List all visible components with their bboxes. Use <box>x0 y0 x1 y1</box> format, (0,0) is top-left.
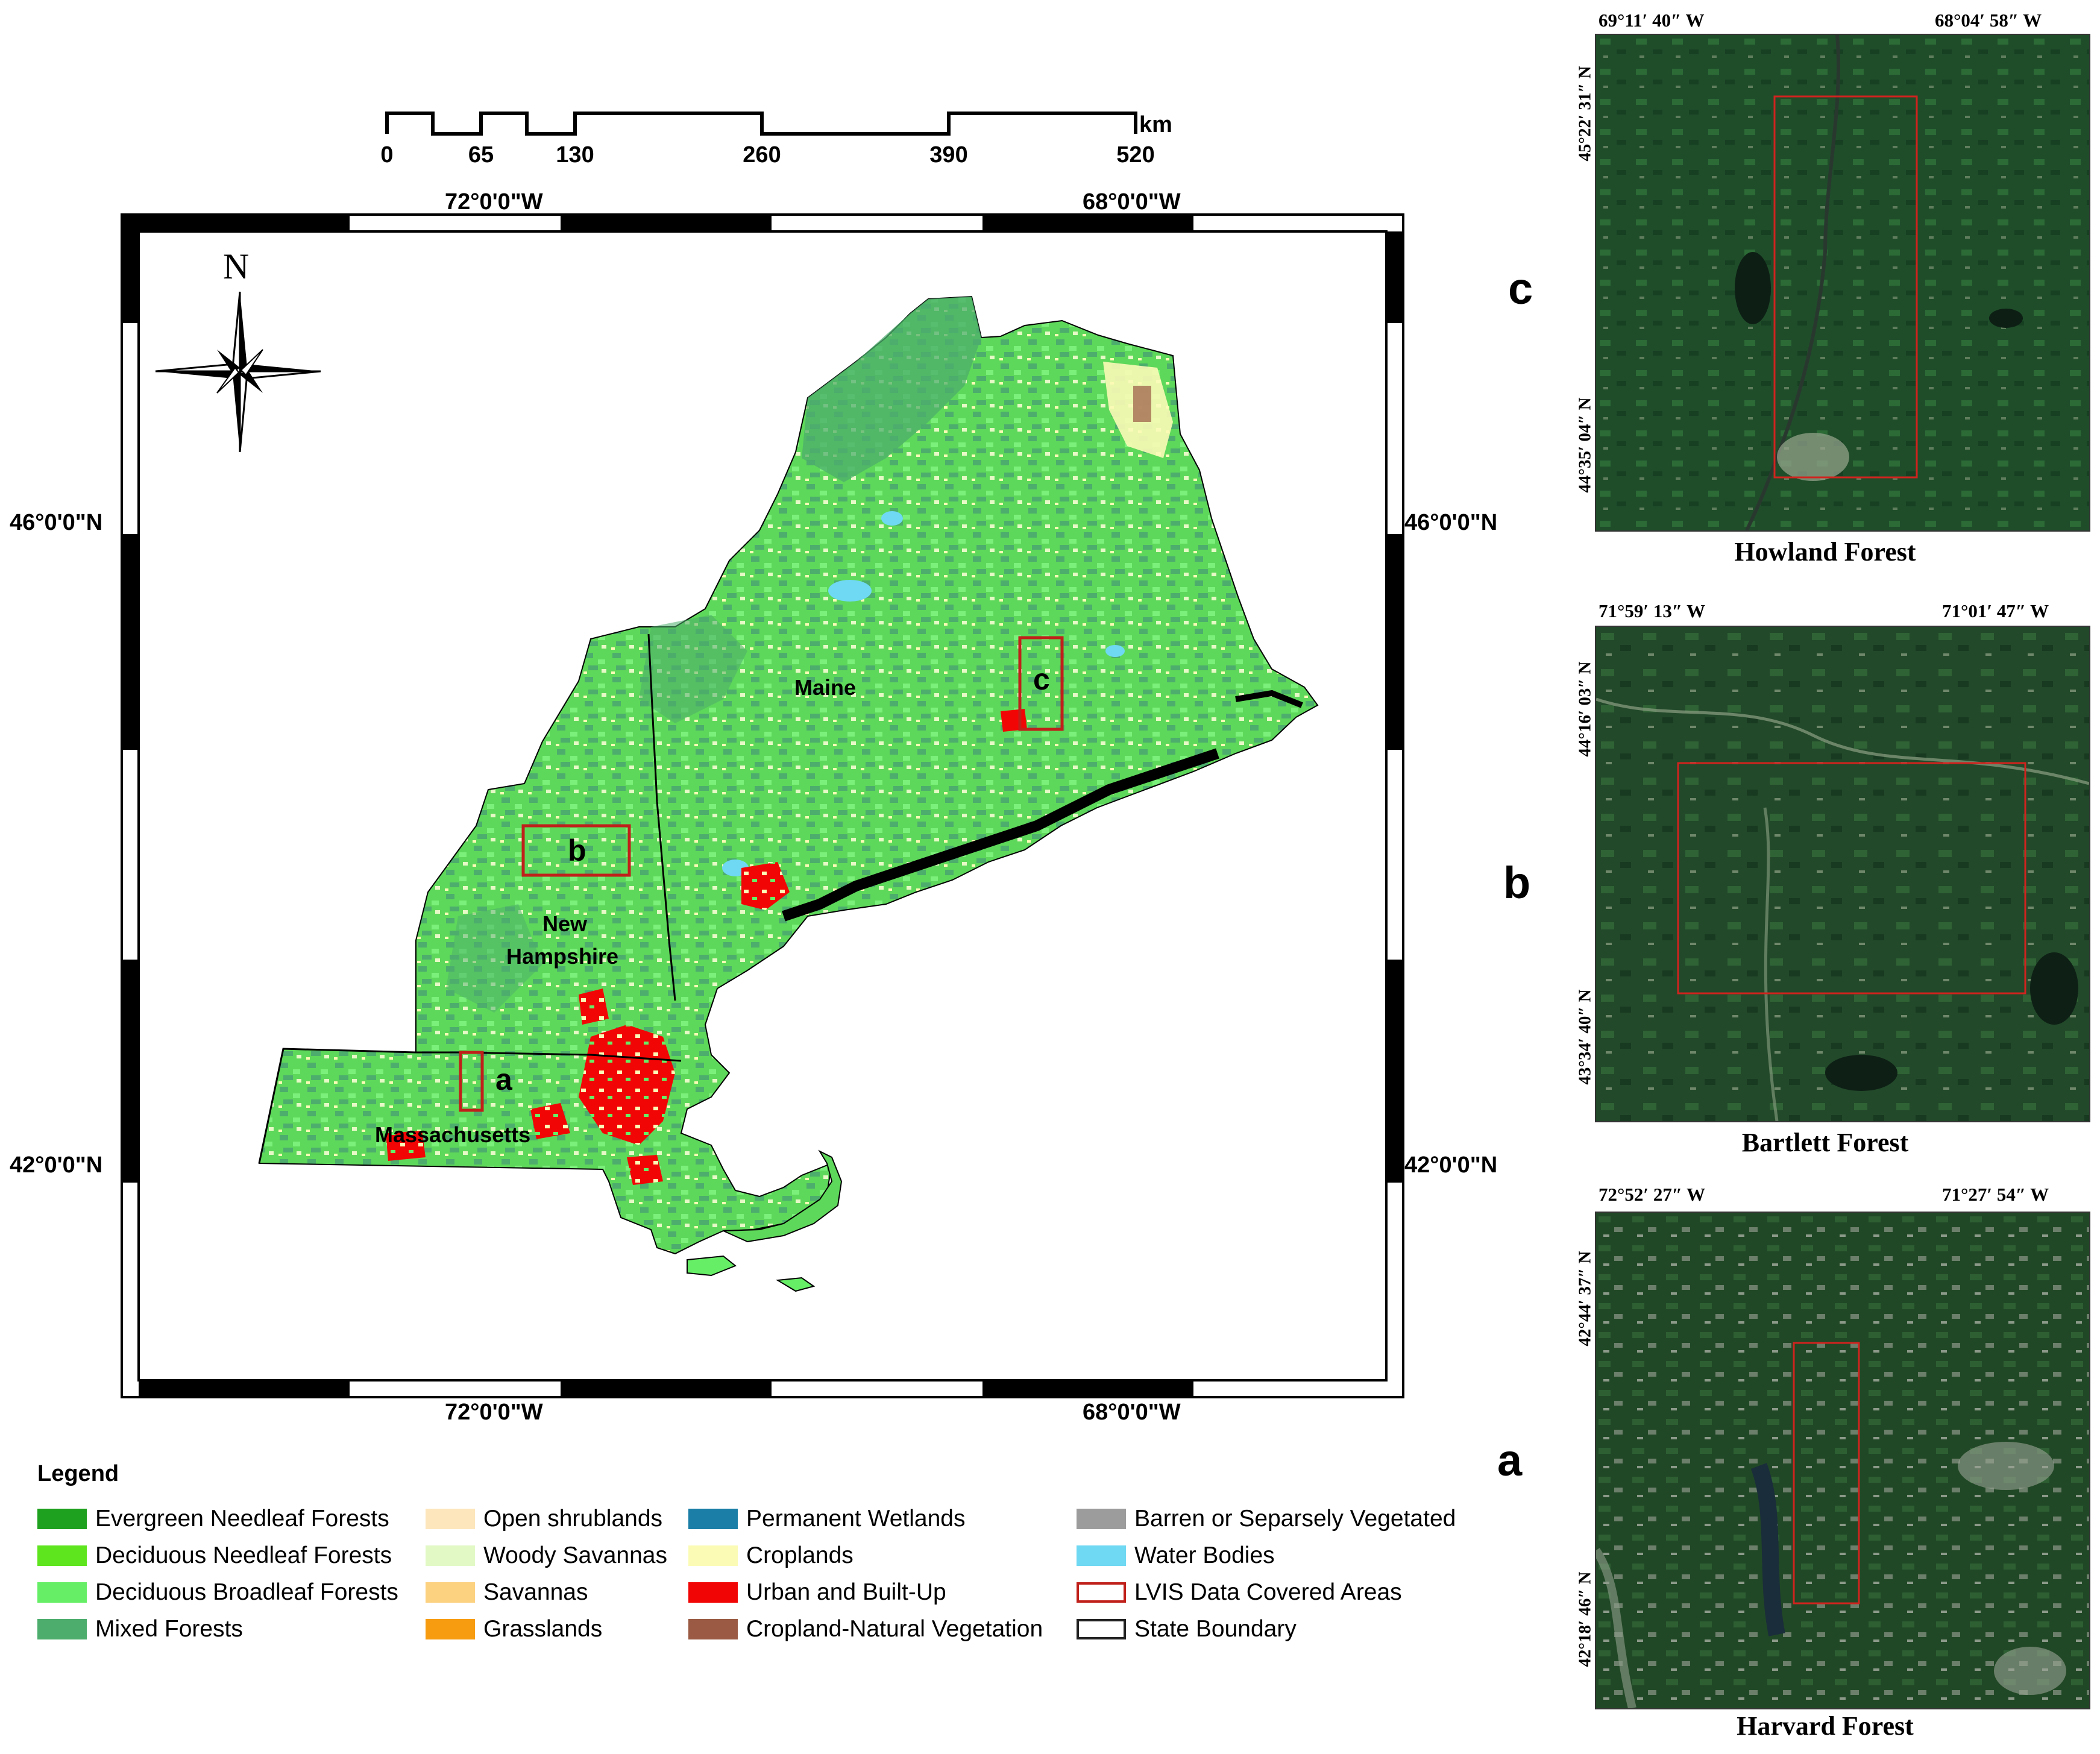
panel-a-lon-right: 71°27′ 54″ W <box>1942 1184 2049 1205</box>
legend-swatch <box>1077 1509 1126 1529</box>
panel-c-title: Howland Forest <box>1734 537 1916 567</box>
legend-swatch <box>426 1509 475 1529</box>
legend-label: Evergreen Needleaf Forests <box>95 1506 389 1532</box>
legend-item: LVIS Data Covered Areas <box>1077 1579 1402 1605</box>
legend-label: Water Bodies <box>1134 1542 1275 1568</box>
legend-item: Cropland-Natural Vegetation <box>688 1616 1043 1642</box>
panel-a-lon-left: 72°52′ 27″ W <box>1599 1184 1706 1205</box>
satellite-image-howland <box>1595 34 2090 532</box>
panel-c-lon-left: 69°11′ 40″ W <box>1599 10 1705 31</box>
legend-label: LVIS Data Covered Areas <box>1134 1579 1402 1605</box>
legend-item: Barren or Separsely Vegetated <box>1077 1506 1456 1532</box>
legend-swatch <box>426 1582 475 1603</box>
legend-item: Water Bodies <box>1077 1542 1275 1568</box>
legend-item: Open shrublands <box>426 1506 663 1532</box>
legend-label: Deciduous Needleaf Forests <box>95 1542 392 1568</box>
panel-b-lon-left: 71°59′ 13″ W <box>1599 600 1706 621</box>
study-box-label-c: c <box>1033 662 1050 696</box>
legend-label: Open shrublands <box>483 1506 663 1532</box>
legend-item: Woody Savannas <box>426 1542 667 1568</box>
right-lat-label-46n: 46°0'0"N <box>1404 510 1498 535</box>
bottom-lon-label-68w: 68°0'0"W <box>1083 1400 1181 1425</box>
state-label-new-hampshire-line1: New <box>542 911 588 936</box>
scale-label-65: 65 <box>468 142 494 168</box>
top-lon-label-72w: 72°0'0"W <box>445 189 543 215</box>
scale-label-390: 390 <box>929 142 968 168</box>
panel-b-lat-bottom: 43°34′ 40″ N <box>1575 989 1595 1085</box>
panel-letter-b: b <box>1503 858 1531 908</box>
legend-swatch <box>688 1509 738 1529</box>
panel-c-lat-top: 45°22′ 31″ N <box>1575 66 1595 162</box>
legend-swatch <box>37 1509 87 1529</box>
state-label-massachusetts: Massachusetts <box>375 1122 531 1147</box>
panel-a-title: Harvard Forest <box>1737 1711 1914 1741</box>
legend-label: Croplands <box>746 1542 854 1568</box>
study-box-label-a: a <box>495 1063 512 1096</box>
scale-unit: km <box>1139 112 1172 137</box>
panel-c-lon-right: 68°04′ 58″ W <box>1935 10 2042 31</box>
legend-item: Permanent Wetlands <box>688 1506 966 1532</box>
legend-item: Croplands <box>688 1542 854 1568</box>
scale-label-130: 130 <box>556 142 594 168</box>
bottom-lon-label-72w: 72°0'0"W <box>445 1400 543 1425</box>
legend-item: Urban and Built-Up <box>688 1579 946 1605</box>
satellite-image-harvard <box>1595 1212 2090 1709</box>
legend-item: Deciduous Needleaf Forests <box>37 1542 392 1568</box>
land-cover-map <box>121 213 1404 1398</box>
panel-b-lat-top: 44°16′ 03″ N <box>1575 661 1595 757</box>
panel-a-lat-top: 42°44′ 37″ N <box>1575 1251 1595 1347</box>
legend-swatch <box>688 1582 738 1603</box>
legend-item: State Boundary <box>1077 1616 1297 1642</box>
legend-item: Deciduous Broadleaf Forests <box>37 1579 398 1605</box>
legend-label: Urban and Built-Up <box>746 1579 946 1605</box>
panel-b-lon-right: 71°01′ 47″ W <box>1942 600 2049 621</box>
legend-label: Barren or Separsely Vegetated <box>1134 1506 1456 1532</box>
legend-label: Deciduous Broadleaf Forests <box>95 1579 398 1605</box>
right-lat-label-42n: 42°0'0"N <box>1404 1152 1498 1178</box>
legend-swatch <box>426 1619 475 1639</box>
legend-item: Grasslands <box>426 1616 603 1642</box>
legend-swatch <box>426 1545 475 1566</box>
legend-swatch <box>1077 1545 1126 1566</box>
legend-swatch <box>37 1582 87 1603</box>
panel-c-lat-bottom: 44°35′ 04″ N <box>1575 397 1595 493</box>
left-lat-label-42n: 42°0'0"N <box>10 1152 103 1178</box>
legend-label: Woody Savannas <box>483 1542 667 1568</box>
legend-label: Cropland-Natural Vegetation <box>746 1616 1043 1642</box>
panel-letter-c: c <box>1508 263 1533 313</box>
scale-label-520: 520 <box>1116 142 1155 168</box>
scale-label-0: 0 <box>380 142 394 168</box>
legend-label: State Boundary <box>1134 1616 1297 1642</box>
legend-label: Permanent Wetlands <box>746 1506 966 1532</box>
legend-label: Grasslands <box>483 1616 603 1642</box>
scale-label-260: 260 <box>743 142 781 168</box>
legend-swatch <box>1077 1582 1126 1603</box>
legend-label: Mixed Forests <box>95 1616 243 1642</box>
legend-swatch <box>1077 1619 1126 1639</box>
legend-title: Legend <box>37 1461 119 1486</box>
legend-swatch <box>688 1619 738 1639</box>
study-box-label-b: b <box>568 834 586 867</box>
scale-bar-graphic <box>385 112 1137 136</box>
state-label-new-hampshire-line2: Hampshire <box>506 944 619 969</box>
legend-swatch <box>688 1545 738 1566</box>
legend-swatch <box>37 1545 87 1566</box>
panel-letter-a: a <box>1497 1435 1523 1485</box>
left-lat-label-46n: 46°0'0"N <box>10 510 103 535</box>
north-arrow-icon <box>155 291 321 453</box>
legend-swatch <box>37 1619 87 1639</box>
panel-b-title: Bartlett Forest <box>1741 1128 1909 1157</box>
panel-a-lat-bottom: 42°18′ 46″ N <box>1575 1571 1595 1667</box>
legend-item: Savannas <box>426 1579 588 1605</box>
satellite-image-bartlett <box>1595 626 2090 1122</box>
legend-item: Mixed Forests <box>37 1616 243 1642</box>
top-lon-label-68w: 68°0'0"W <box>1083 189 1181 215</box>
state-label-maine: Maine <box>794 675 857 700</box>
north-label: N <box>223 247 250 286</box>
legend-item: Evergreen Needleaf Forests <box>37 1506 389 1532</box>
legend-label: Savannas <box>483 1579 588 1605</box>
